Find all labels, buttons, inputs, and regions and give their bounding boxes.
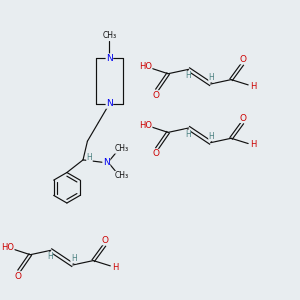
Text: CH₃: CH₃	[115, 144, 129, 153]
Text: HO: HO	[139, 121, 152, 130]
Text: H: H	[208, 132, 214, 141]
Text: H: H	[112, 262, 119, 272]
Text: H: H	[71, 254, 76, 263]
Text: H: H	[47, 252, 53, 261]
Text: O: O	[239, 113, 246, 122]
Text: O: O	[239, 55, 246, 64]
Text: H: H	[185, 130, 191, 139]
Text: HO: HO	[139, 62, 152, 71]
Text: H: H	[250, 82, 256, 91]
Text: O: O	[153, 149, 160, 158]
Text: CH₃: CH₃	[102, 31, 116, 40]
Text: O: O	[15, 272, 22, 280]
Text: HO: HO	[1, 244, 14, 253]
Text: H: H	[185, 71, 191, 80]
Text: O: O	[153, 91, 160, 100]
Text: N: N	[106, 99, 113, 108]
Text: H: H	[250, 140, 256, 149]
Text: N: N	[106, 54, 113, 63]
Text: O: O	[101, 236, 109, 245]
Text: CH₃: CH₃	[115, 171, 129, 180]
Text: H: H	[208, 73, 214, 82]
Text: H: H	[87, 153, 92, 162]
Text: N: N	[103, 158, 110, 167]
